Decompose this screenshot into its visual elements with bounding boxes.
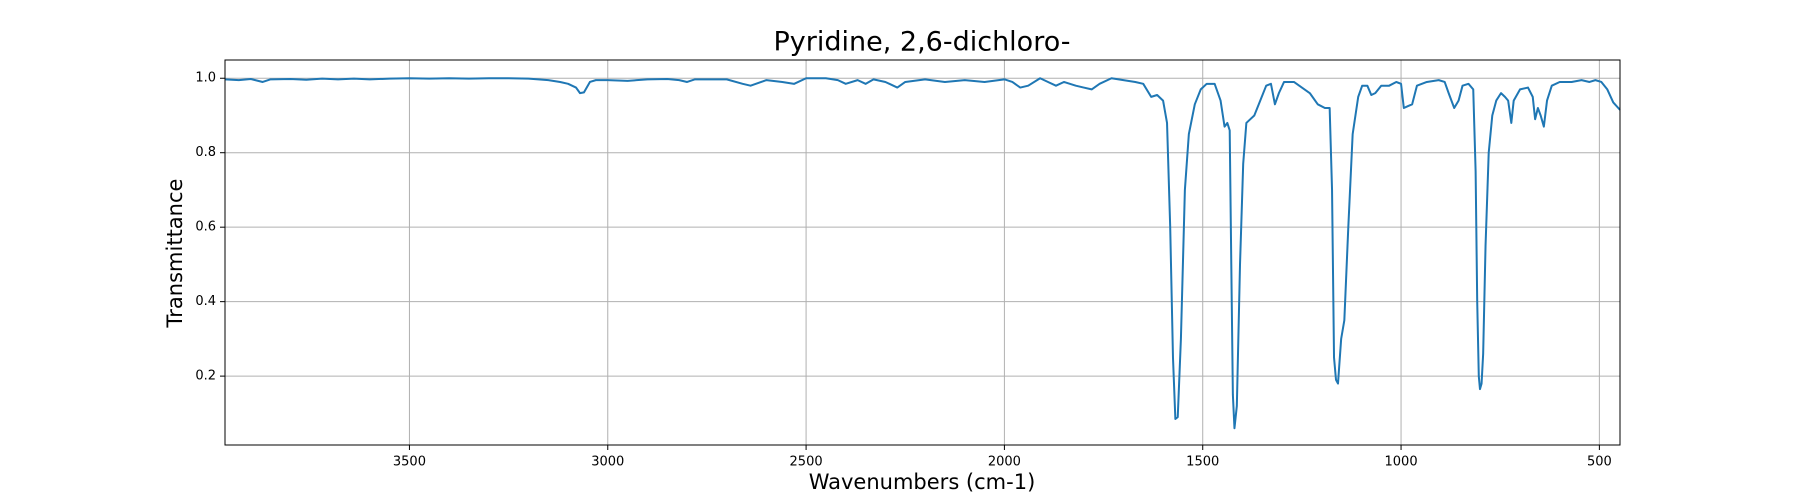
x-tick-label: 1500 <box>1186 455 1219 470</box>
y-tick-label: 0.8 <box>195 145 216 160</box>
x-axis-label: Wavenumbers (cm-1) <box>809 470 1036 494</box>
x-tick-label: 3000 <box>591 455 624 470</box>
y-tick-label: 0.6 <box>195 220 216 235</box>
y-tick-label: 0.2 <box>195 369 216 384</box>
x-tick-label: 2000 <box>988 455 1021 470</box>
chart-title: Pyridine, 2,6-dichloro- <box>774 27 1071 58</box>
y-axis-label: Transmittance <box>163 179 187 329</box>
x-tick-label: 2500 <box>790 455 823 470</box>
x-tick-label: 500 <box>1587 455 1612 470</box>
y-tick-label: 1.0 <box>195 71 216 86</box>
x-tick-label: 3500 <box>393 455 426 470</box>
plot-frame <box>224 59 1621 446</box>
y-tick-label: 0.4 <box>195 294 216 309</box>
x-tick-label: 1000 <box>1385 455 1418 470</box>
spectrum-line <box>224 77 1621 430</box>
